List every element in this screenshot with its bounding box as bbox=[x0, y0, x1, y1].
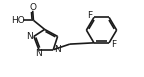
Text: F: F bbox=[87, 11, 92, 20]
Text: N: N bbox=[35, 49, 42, 58]
Text: N: N bbox=[54, 45, 61, 54]
Text: N: N bbox=[26, 32, 33, 41]
Text: O: O bbox=[29, 3, 36, 12]
Text: F: F bbox=[111, 40, 116, 49]
Text: HO: HO bbox=[11, 16, 24, 25]
